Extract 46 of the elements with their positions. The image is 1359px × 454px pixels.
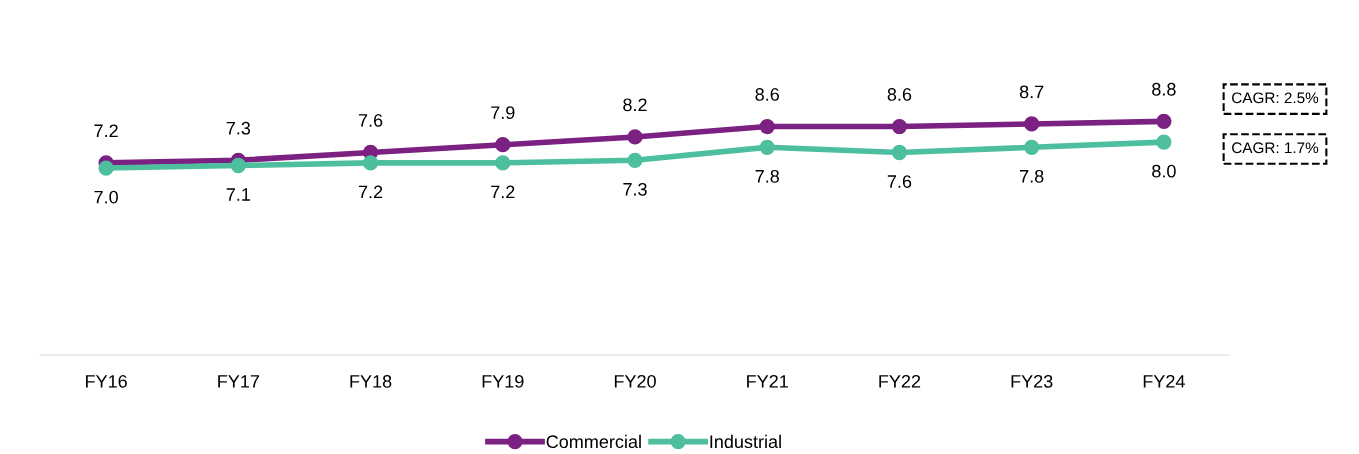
data-label: 8.6 [887, 88, 912, 101]
text: CAGR: 1.7% [1232, 142, 1319, 154]
data-label: 7.3 [226, 121, 251, 135]
data-label: 8.0 [1152, 164, 1176, 178]
data-label: 7.3 [623, 182, 647, 196]
point [230, 157, 246, 174]
point [759, 139, 775, 155]
x-tick-label: FY23 [1011, 374, 1053, 388]
point [362, 155, 379, 171]
point [759, 118, 775, 135]
point [98, 160, 114, 176]
data-label: 7.2 [491, 185, 515, 199]
point [1156, 113, 1172, 129]
data-label: 7.2 [94, 124, 118, 138]
text: CAGR: 2.5% [1232, 92, 1319, 104]
data-label: 7.6 [358, 114, 383, 127]
x-tick-label: FY19 [482, 374, 524, 388]
data-label: 8.6 [755, 88, 779, 101]
x-tick-label: FY16 [86, 374, 127, 388]
data-label: 7.1 [226, 188, 250, 201]
data-label: 7.6 [887, 175, 912, 188]
data-label: 8.7 [1019, 85, 1044, 99]
data-label: 7.8 [1020, 169, 1044, 183]
point [891, 144, 908, 161]
x-tick-label: FY24 [1143, 374, 1185, 388]
data-label: 7.0 [94, 190, 118, 204]
data-label: 8.8 [1152, 82, 1176, 96]
point [495, 137, 511, 153]
data-label: 7.9 [491, 106, 515, 120]
point [1156, 134, 1172, 150]
legend-label: Commercial [546, 434, 641, 449]
data-label: 7.2 [358, 185, 383, 199]
x-tick-label: FY21 [747, 374, 788, 388]
data-label: 7.8 [755, 169, 779, 183]
point [495, 155, 511, 171]
x-tick-label: FY22 [879, 374, 921, 388]
x-tick-label: FY18 [350, 374, 392, 388]
point [1024, 139, 1040, 155]
data-label: 8.2 [623, 98, 647, 112]
x-tick-label: FY17 [218, 375, 260, 388]
point [627, 152, 643, 168]
point [891, 118, 908, 135]
x-tick-label: FY20 [614, 374, 656, 388]
legend-label: Industrial [710, 434, 781, 449]
point [1024, 116, 1040, 132]
point [627, 129, 643, 145]
